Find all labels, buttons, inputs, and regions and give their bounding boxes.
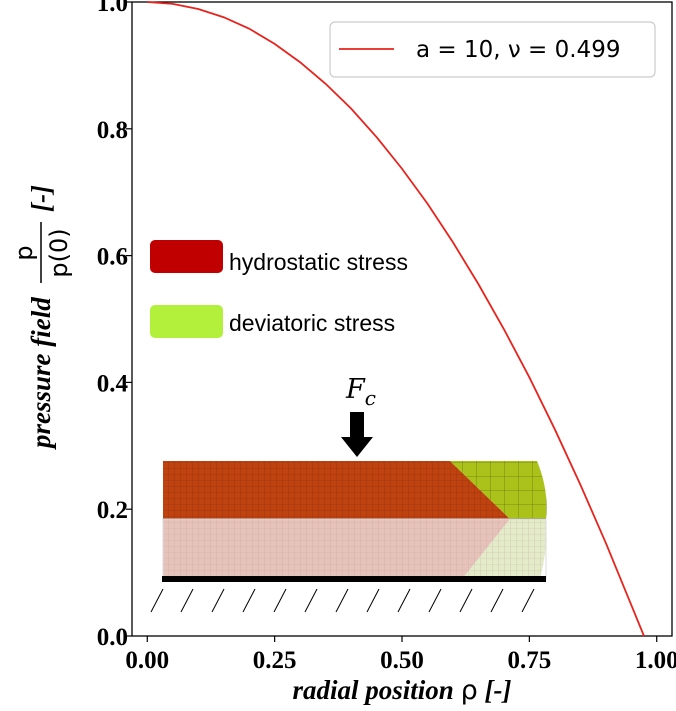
force-arrow-icon (341, 412, 373, 457)
rigid-base-line (162, 576, 546, 582)
svg-text:p: p (10, 245, 38, 260)
legend-box (329, 21, 656, 78)
svg-text:[-]: [-] (26, 185, 56, 212)
force-label: Fc (345, 374, 376, 410)
y-tick-label: 0.6 (97, 244, 128, 271)
series-line-a10-nu0499 (147, 1, 645, 637)
y-tick-label: 0.8 (97, 117, 128, 144)
hydrostatic-label: hydrostatic stress (229, 249, 408, 275)
legend-series-label: a = 10, ν = 0.499 (416, 37, 620, 63)
svg-text:pressure field: pressure field (26, 297, 56, 450)
y-tick-label: 0.4 (97, 370, 129, 397)
chart-legend: a = 10, ν = 0.499 (329, 21, 656, 78)
x-axis-label: radial position ρ [-] (293, 675, 512, 706)
hydrostatic-swatch (150, 240, 223, 273)
y-tick-label: 0.2 (97, 497, 128, 524)
y-tick-label: 0.0 (97, 624, 128, 651)
x-tick-label: 1.00 (635, 647, 676, 674)
x-tick-label: 0.25 (253, 647, 297, 674)
x-axis-ticks: 0.00 0.25 0.50 0.75 1.00 (125, 636, 676, 674)
deviatoric-label: deviatoric stress (229, 310, 395, 336)
y-axis-ticks: 0.0 0.2 0.4 0.6 0.8 1.0 (97, 0, 132, 651)
x-tick-label: 0.00 (125, 647, 169, 674)
x-tick-label: 0.75 (507, 647, 551, 674)
inset-mesh-illustration: Fc hydrostatic stress deviatoric stress (150, 240, 547, 613)
x-tick-label: 0.50 (380, 647, 424, 674)
svg-text:p(0): p(0) (45, 228, 73, 277)
deviatoric-swatch (150, 305, 223, 338)
y-axis-label: pressure field p p(0) [-] (10, 185, 73, 450)
ground-hatching (150, 588, 535, 613)
y-tick-label: 1.0 (97, 0, 128, 17)
